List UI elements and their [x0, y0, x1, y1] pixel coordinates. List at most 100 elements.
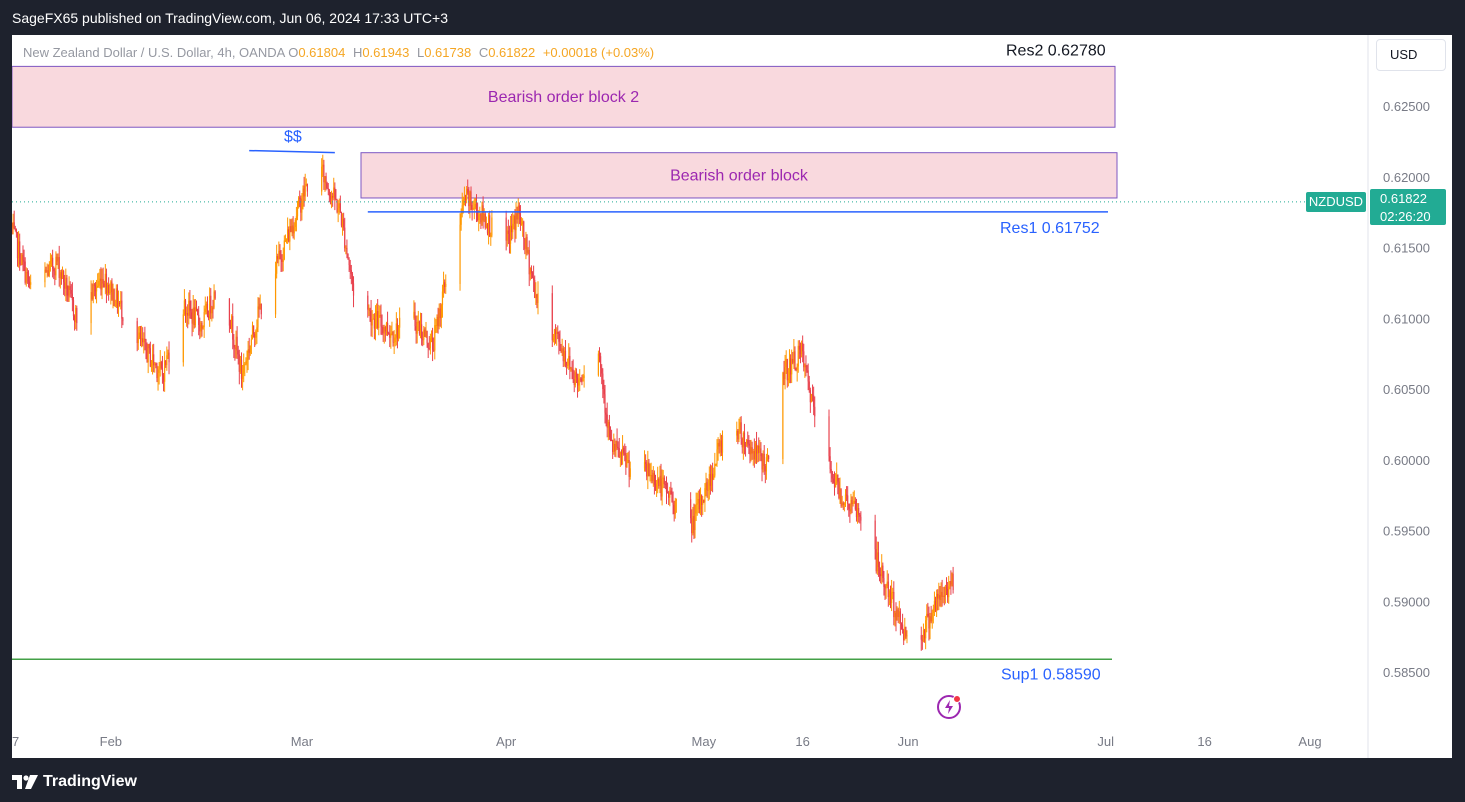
candle-body — [906, 635, 908, 637]
candle-body — [60, 272, 63, 280]
candle-body — [150, 362, 153, 367]
candle-body — [608, 421, 610, 438]
candle-body — [571, 368, 573, 370]
order-block-zone[interactable] — [12, 65, 1116, 128]
legend-low-label: L — [416, 45, 425, 60]
candle-body — [122, 318, 124, 322]
candle-body — [838, 481, 840, 498]
lightning-icon[interactable] — [936, 694, 962, 720]
candle-body — [287, 229, 289, 241]
candle-body — [145, 339, 147, 351]
order-block-zone[interactable] — [360, 152, 1118, 199]
sup1-label: Sup1 0.58590 — [1001, 666, 1101, 683]
candle-body — [206, 303, 209, 317]
last-price-value: 0.61822 — [1380, 191, 1427, 206]
candle-body — [91, 292, 93, 300]
top-bar: SageFX65 published on TradingView.com, J… — [0, 0, 1465, 36]
candle-body — [56, 256, 58, 262]
candle-body — [616, 440, 618, 447]
currency-button[interactable]: USD — [1376, 39, 1446, 71]
candle-body — [239, 359, 242, 372]
candle-body — [491, 217, 493, 236]
candle-body — [843, 503, 845, 505]
candle-body — [76, 307, 78, 324]
x-tick-label: Jul — [1097, 734, 1114, 749]
candle-body — [326, 183, 328, 189]
y-tick-label: 0.60500 — [1383, 382, 1430, 397]
candle-body — [895, 613, 897, 621]
candle-body — [702, 499, 704, 505]
candle-body — [66, 277, 68, 296]
candle-body — [277, 256, 279, 260]
candle-body — [581, 381, 583, 383]
candle-body — [904, 626, 906, 641]
candle-body — [419, 324, 422, 334]
candle-body — [330, 195, 333, 200]
candle-body — [93, 284, 95, 286]
candle-body — [300, 198, 302, 213]
candle-body — [804, 365, 806, 368]
y-tick-label: 0.61500 — [1383, 241, 1430, 256]
candle-body — [425, 330, 427, 337]
candle-body — [113, 289, 115, 307]
candle-body — [762, 453, 764, 470]
price-chart[interactable]: Bearish order block 2 Bearish order block… — [12, 35, 1452, 758]
candle-body — [945, 587, 948, 589]
candle-body — [719, 440, 721, 447]
candle-body — [205, 303, 207, 309]
candle-body — [938, 595, 940, 599]
liquidity-label: $$ — [284, 129, 302, 146]
candle-body — [325, 176, 327, 184]
candle-body — [429, 338, 431, 349]
liquidity-line[interactable] — [249, 149, 335, 154]
candle-body — [859, 514, 861, 517]
candle-body — [507, 230, 509, 234]
candle-body — [442, 282, 445, 292]
candle-body — [295, 216, 298, 221]
candle-body — [885, 586, 887, 589]
candle-body — [537, 293, 539, 303]
candle-body — [785, 359, 787, 368]
candle-body — [746, 439, 748, 446]
candle-body — [373, 318, 375, 329]
bottom-bar: TradingView — [0, 760, 1465, 802]
candle-body — [674, 500, 676, 515]
candle-body — [212, 307, 214, 309]
candle-body — [657, 478, 659, 484]
candle-body — [463, 197, 466, 200]
candle-body — [367, 295, 369, 310]
candle-body — [836, 474, 838, 484]
x-tick-label: 17 — [12, 734, 19, 749]
candle-body — [327, 188, 329, 191]
candle-body — [884, 586, 886, 589]
candle-body — [155, 363, 157, 365]
candle-body — [828, 416, 830, 457]
candle-body — [920, 635, 922, 640]
candle-body — [388, 332, 390, 334]
candle-body — [842, 502, 844, 505]
candle-body — [301, 202, 303, 213]
candle-body — [248, 349, 250, 353]
candle-body — [148, 344, 150, 349]
candle-body — [191, 312, 193, 324]
candle-body — [930, 616, 932, 622]
publisher-text: SageFX65 published on TradingView.com, J… — [12, 10, 448, 26]
candle-body — [793, 351, 795, 363]
candle-body — [766, 455, 769, 458]
y-tick-label: 0.58500 — [1383, 665, 1430, 680]
candle-body — [579, 378, 581, 380]
candle-body — [390, 333, 392, 338]
candle-body — [466, 188, 468, 201]
candle-body — [754, 443, 757, 460]
candle-body — [114, 306, 116, 308]
candle-body — [900, 622, 903, 625]
candle-body — [203, 312, 205, 328]
candle-body — [736, 430, 738, 436]
legend-open-value: 0.61804 — [298, 45, 346, 60]
candle-body — [234, 347, 236, 349]
tradingview-logo[interactable]: TradingView — [12, 773, 137, 791]
candle-body — [921, 639, 923, 641]
chart-frame[interactable]: Bearish order block 2 Bearish order block… — [12, 35, 1452, 758]
candle-body — [247, 349, 249, 361]
candle-body — [675, 499, 677, 501]
